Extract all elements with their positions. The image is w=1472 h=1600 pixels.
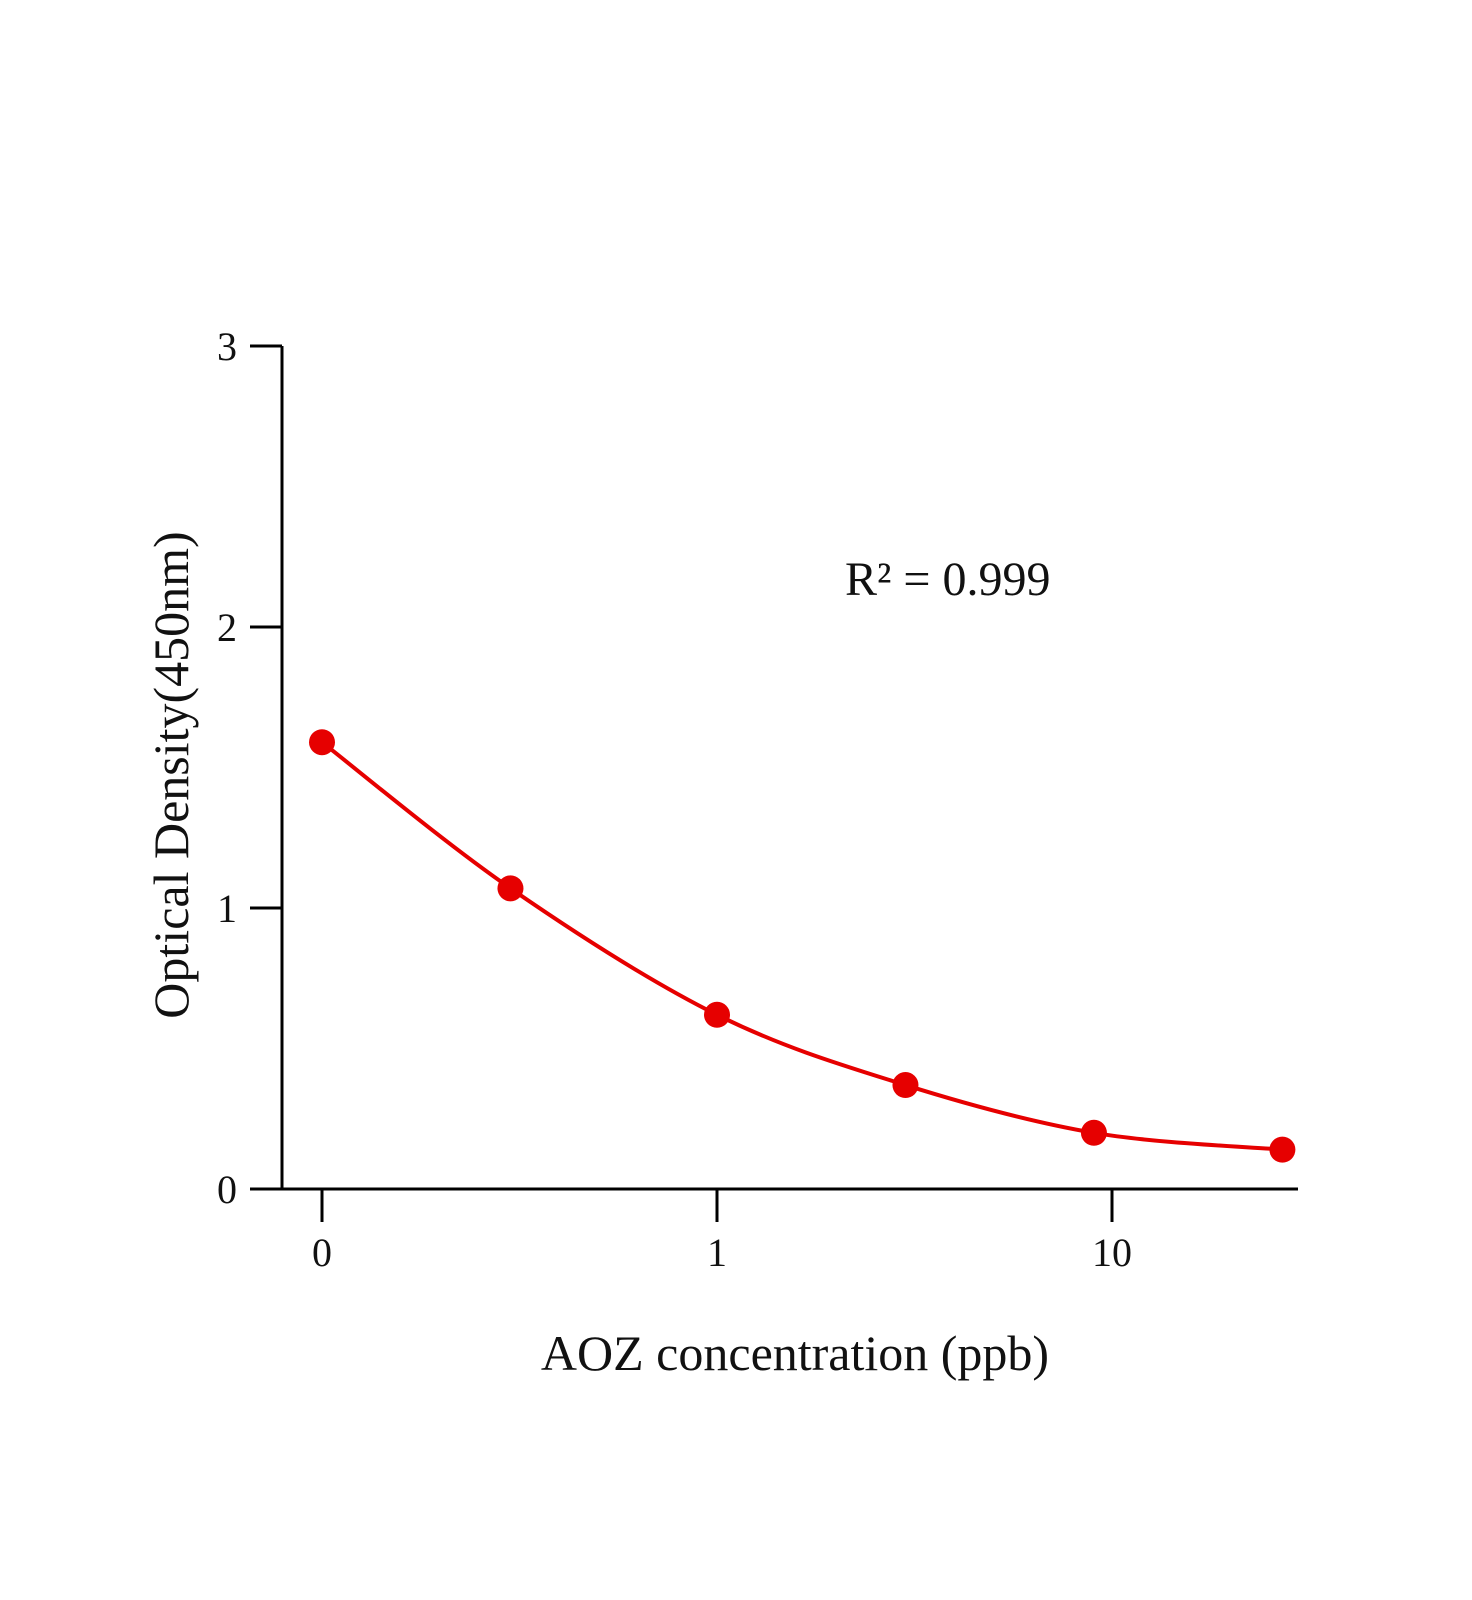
data-point bbox=[1080, 1119, 1107, 1146]
x-tick-label: 0 bbox=[312, 1230, 332, 1275]
y-tick-label: 3 bbox=[217, 324, 237, 369]
axes bbox=[280, 346, 1298, 1191]
data-point bbox=[1269, 1136, 1296, 1163]
y-tick-label: 0 bbox=[217, 1167, 237, 1212]
y-tick-label: 1 bbox=[217, 886, 237, 931]
data-point bbox=[704, 1001, 730, 1028]
x-tick-label: 1 bbox=[707, 1230, 727, 1275]
x-axis-ticks: 0 1 10 bbox=[312, 1189, 1132, 1275]
data-point bbox=[497, 875, 524, 902]
y-tick-label: 2 bbox=[217, 605, 237, 650]
x-tick-label: 10 bbox=[1092, 1230, 1132, 1275]
fit-curve-line bbox=[320, 740, 1283, 1152]
data-point bbox=[309, 729, 335, 756]
fit-curve-layer bbox=[320, 740, 1283, 1152]
r-squared-annotation: R² = 0.999 bbox=[845, 553, 1050, 606]
y-axis-title: Optical Density(450nm) bbox=[143, 531, 199, 1018]
y-axis-ticks: 0 1 2 3 bbox=[217, 324, 282, 1212]
x-axis-title: AOZ concentration (ppb) bbox=[541, 1325, 1049, 1381]
data-point bbox=[892, 1072, 919, 1099]
data-points-layer bbox=[309, 729, 1296, 1163]
